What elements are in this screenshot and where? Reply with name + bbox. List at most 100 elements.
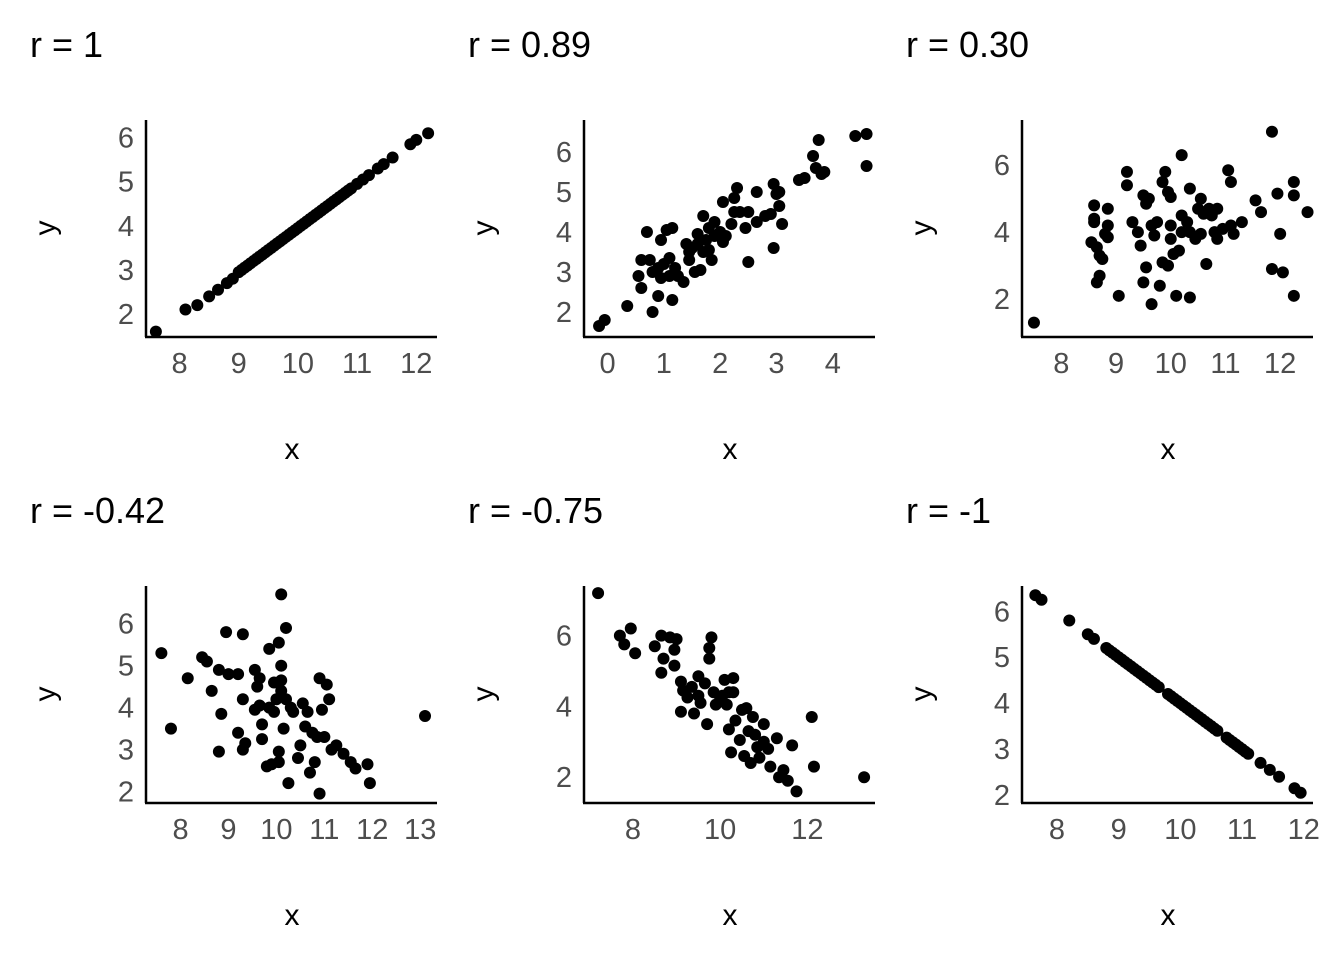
- data-point: [236, 693, 249, 706]
- x-tick-label: 9: [231, 348, 247, 380]
- data-point: [1035, 593, 1048, 606]
- x-tick-label: 10: [1155, 348, 1187, 380]
- y-tick-label: 6: [118, 123, 134, 155]
- x-tick-label: 11: [1210, 348, 1240, 380]
- data-point: [790, 785, 803, 798]
- data-point: [798, 172, 811, 184]
- x-tick-label: 2: [712, 348, 728, 380]
- data-point: [1151, 216, 1164, 229]
- data-point: [668, 643, 681, 656]
- y-tick-label: 2: [556, 762, 572, 794]
- y-tick-label: 2: [118, 299, 134, 331]
- data-point: [1145, 298, 1158, 311]
- x-tick-label: 12: [1264, 348, 1296, 380]
- data-point: [1183, 182, 1196, 195]
- data-point: [1287, 189, 1300, 202]
- data-point: [1273, 770, 1286, 783]
- data-point: [282, 777, 295, 790]
- x-tick-label: 13: [404, 814, 436, 846]
- panel-title: r = 0.30: [906, 24, 1030, 65]
- data-point: [722, 723, 735, 736]
- y-axis-title: y: [467, 687, 500, 702]
- data-point: [222, 668, 235, 681]
- data-point: [232, 726, 245, 739]
- data-point: [1087, 632, 1100, 645]
- y-tick-label: 6: [994, 150, 1010, 182]
- data-point: [674, 705, 687, 718]
- data-point: [1211, 202, 1224, 215]
- data-point: [635, 254, 648, 266]
- data-point: [1090, 276, 1103, 289]
- data-point: [739, 222, 752, 234]
- scatter-plot: 8 9 10 11 12 2 3 4 5 6 x y: [29, 120, 437, 466]
- data-point: [337, 747, 350, 760]
- data-point: [860, 160, 873, 172]
- scatter-plot: 8 10 12 2 4 6 x y: [467, 586, 875, 932]
- data-point: [1227, 227, 1240, 240]
- y-tick-label: 5: [118, 651, 134, 683]
- y-tick-label: 4: [556, 217, 572, 249]
- data-point: [731, 182, 744, 194]
- data-point: [618, 638, 631, 651]
- x-tick-label: 3: [768, 348, 784, 380]
- data-point: [702, 244, 715, 256]
- data-point: [1194, 227, 1207, 240]
- x-tick-label: 8: [625, 814, 641, 846]
- data-point: [640, 226, 653, 238]
- data-point: [742, 206, 755, 218]
- x-tick-label: 12: [791, 814, 823, 846]
- data-point: [621, 300, 634, 312]
- data-point: [1242, 747, 1255, 760]
- y-tick-label: 4: [118, 211, 134, 243]
- x-tick-label: 1: [656, 348, 672, 380]
- data-point: [1194, 192, 1207, 205]
- data-point: [203, 290, 216, 303]
- data-point: [318, 730, 331, 743]
- data-point: [777, 764, 790, 777]
- x-axis-title: x: [1161, 899, 1176, 932]
- panel-title: r = 1: [30, 24, 104, 65]
- data-point: [1126, 216, 1139, 229]
- data-point: [749, 728, 762, 741]
- data-point: [677, 276, 690, 288]
- panel-r-neg-0-42: r = -0.42 8 9 10 11 12 13 2 3 4 5 6 x y: [0, 466, 448, 936]
- data-point: [1140, 261, 1153, 274]
- data-point: [191, 299, 204, 312]
- y-tick-label: 5: [118, 167, 134, 199]
- data-point: [742, 256, 755, 268]
- y-tick-label: 3: [994, 734, 1010, 766]
- data-point: [1159, 165, 1172, 178]
- data-point: [725, 746, 738, 759]
- data-point: [362, 169, 375, 182]
- data-point: [320, 678, 333, 691]
- data-point: [1301, 206, 1314, 219]
- x-tick-label: 11: [1227, 814, 1257, 846]
- data-point: [1162, 259, 1174, 272]
- data-point: [256, 733, 269, 746]
- data-point: [179, 303, 192, 316]
- data-point: [349, 762, 362, 775]
- data-point: [655, 234, 668, 246]
- data-point: [1088, 216, 1101, 229]
- data-point: [1255, 206, 1268, 219]
- panel-r-1: r = 1 8 9 10 11 12 2 3 4 5 6 x y: [0, 0, 448, 470]
- data-point: [272, 756, 285, 769]
- x-tick-label: 10: [282, 348, 314, 380]
- data-point: [697, 210, 710, 222]
- data-point: [1263, 763, 1276, 776]
- data-point: [750, 186, 763, 198]
- data-point: [694, 264, 707, 276]
- data-point: [1137, 276, 1150, 289]
- data-point: [727, 686, 740, 699]
- data-point: [1063, 614, 1076, 627]
- data-point: [728, 192, 741, 204]
- data-point: [666, 294, 679, 306]
- data-point: [776, 218, 789, 230]
- data-point: [632, 270, 645, 282]
- data-point: [308, 756, 321, 769]
- data-point: [275, 588, 288, 601]
- data-point: [681, 691, 694, 704]
- data-point: [1152, 681, 1165, 694]
- data-point: [294, 739, 307, 752]
- data-point: [1153, 279, 1166, 292]
